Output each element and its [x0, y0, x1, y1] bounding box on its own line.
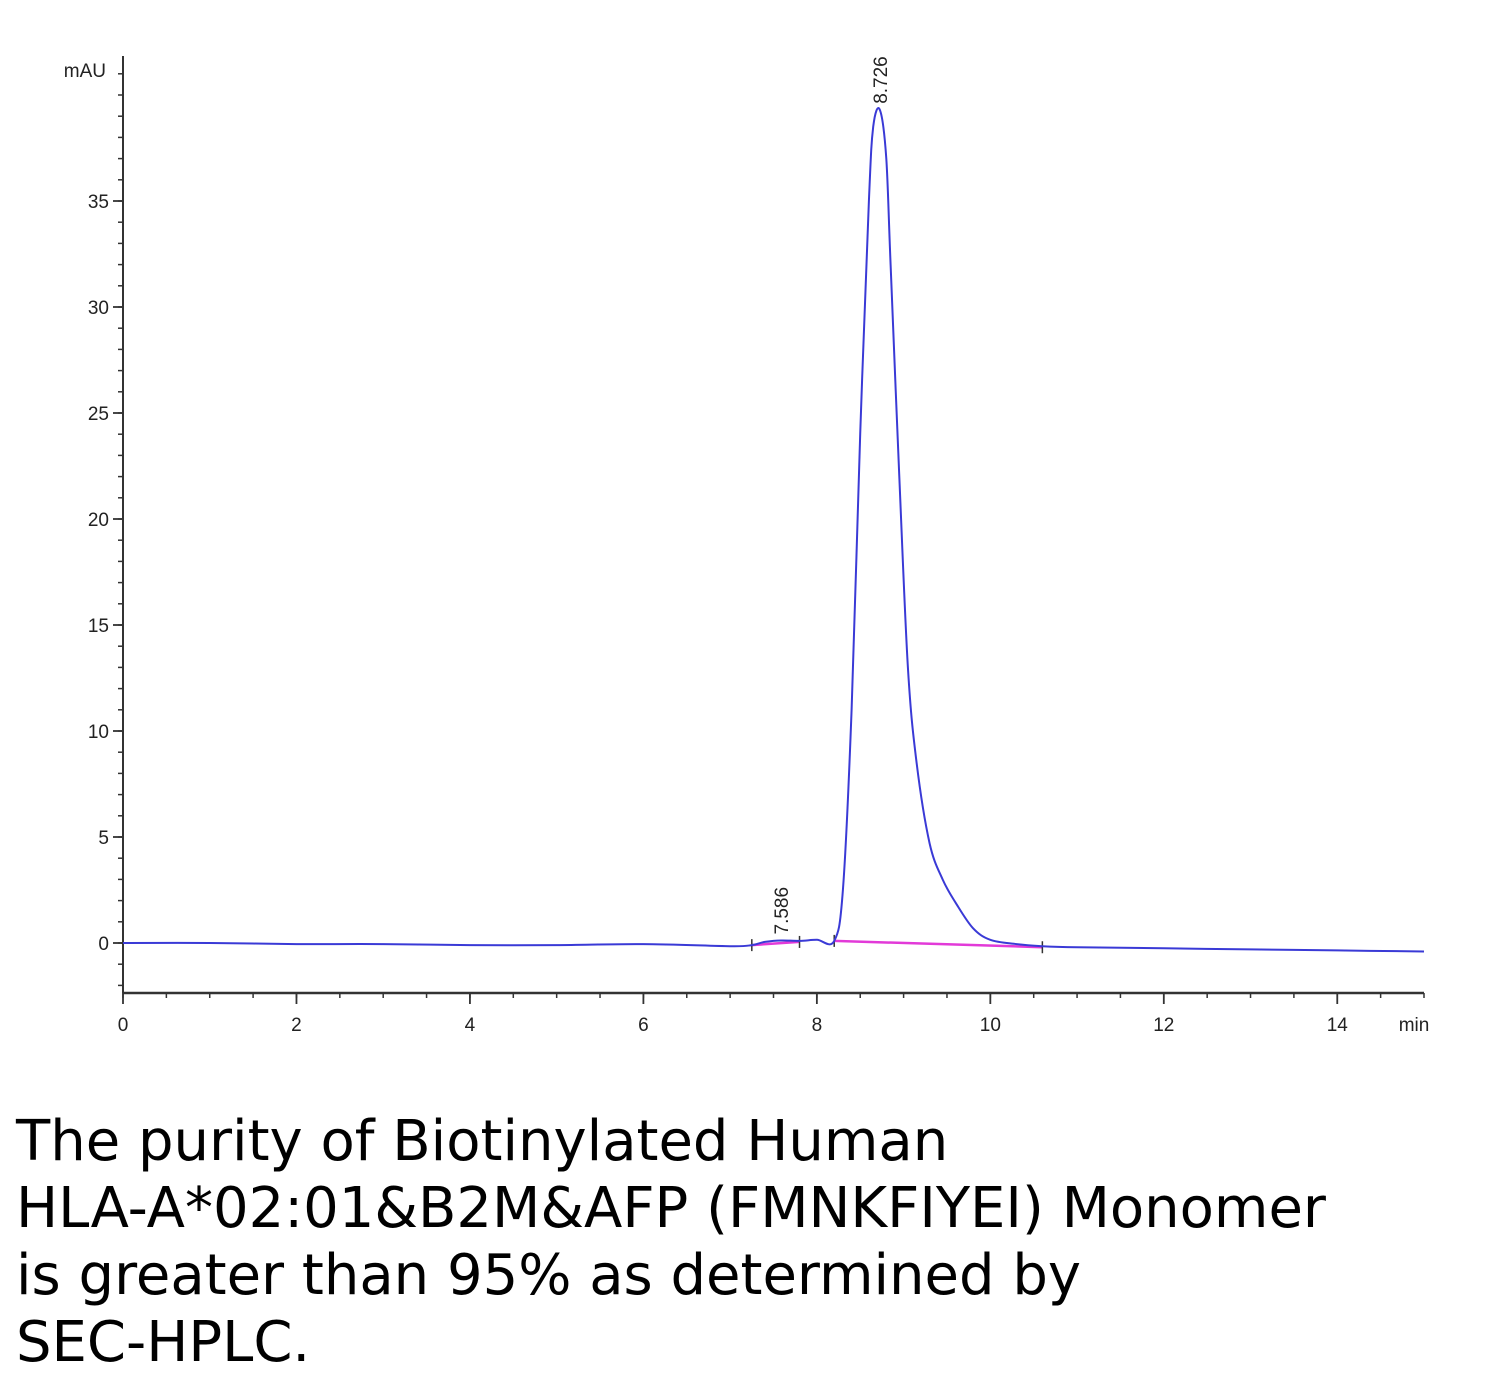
- caption-line: HLA-A*02:01&B2M&AFP (FMNKFIYEI) Monomer: [16, 1176, 1326, 1241]
- signal-line: [122, 107, 1425, 953]
- x-tick-label: 8: [812, 1015, 823, 1036]
- figure-caption: The purity of Biotinylated Human HLA-A*0…: [16, 1108, 1476, 1376]
- x-tick-label: 6: [638, 1015, 649, 1036]
- y-tick-label: 20: [88, 510, 109, 531]
- caption-line: SEC-HPLC.: [16, 1310, 311, 1375]
- y-tick-label: 10: [88, 722, 109, 743]
- y-tick-label: 30: [88, 298, 109, 319]
- y-tick-label: 5: [98, 828, 109, 849]
- x-tick-label: 2: [291, 1015, 302, 1036]
- chromatogram-chart: 0 5 10 15 20 25 30 35 mAU 0 2 4 6 8 10 12 14 min 7.586 8.…: [64, 56, 1430, 1036]
- y-axis-label: mAU: [64, 61, 106, 82]
- caption-line: is greater than 95% as determined by: [16, 1243, 1082, 1308]
- y-axis: 0 5 10 15 20 25 30 35 mAU: [64, 56, 124, 993]
- y-tick-label: 0: [98, 934, 109, 955]
- x-tick-label: 12: [1153, 1015, 1174, 1036]
- integration-baselines: [751, 934, 1044, 954]
- baseline-segment: [751, 940, 800, 947]
- peak-labels: 7.586 8.726: [772, 56, 892, 934]
- caption-line: The purity of Biotinylated Human: [16, 1109, 949, 1174]
- x-tick-label: 0: [118, 1015, 129, 1036]
- peak-label: 8.726: [871, 56, 892, 104]
- y-tick-label: 35: [88, 192, 109, 213]
- x-axis: 0 2 4 6 8 10 12 14 min: [118, 991, 1430, 1036]
- y-tick-label: 15: [88, 616, 109, 637]
- x-axis-label: min: [1399, 1015, 1430, 1036]
- baseline-segment: [834, 939, 1043, 949]
- x-tick-label: 14: [1327, 1015, 1349, 1036]
- peak-label: 7.586: [772, 887, 793, 935]
- signal-trace: [122, 107, 1425, 953]
- y-tick-label: 25: [88, 404, 109, 425]
- x-tick-label: 10: [980, 1015, 1001, 1036]
- x-tick-label: 4: [465, 1015, 476, 1036]
